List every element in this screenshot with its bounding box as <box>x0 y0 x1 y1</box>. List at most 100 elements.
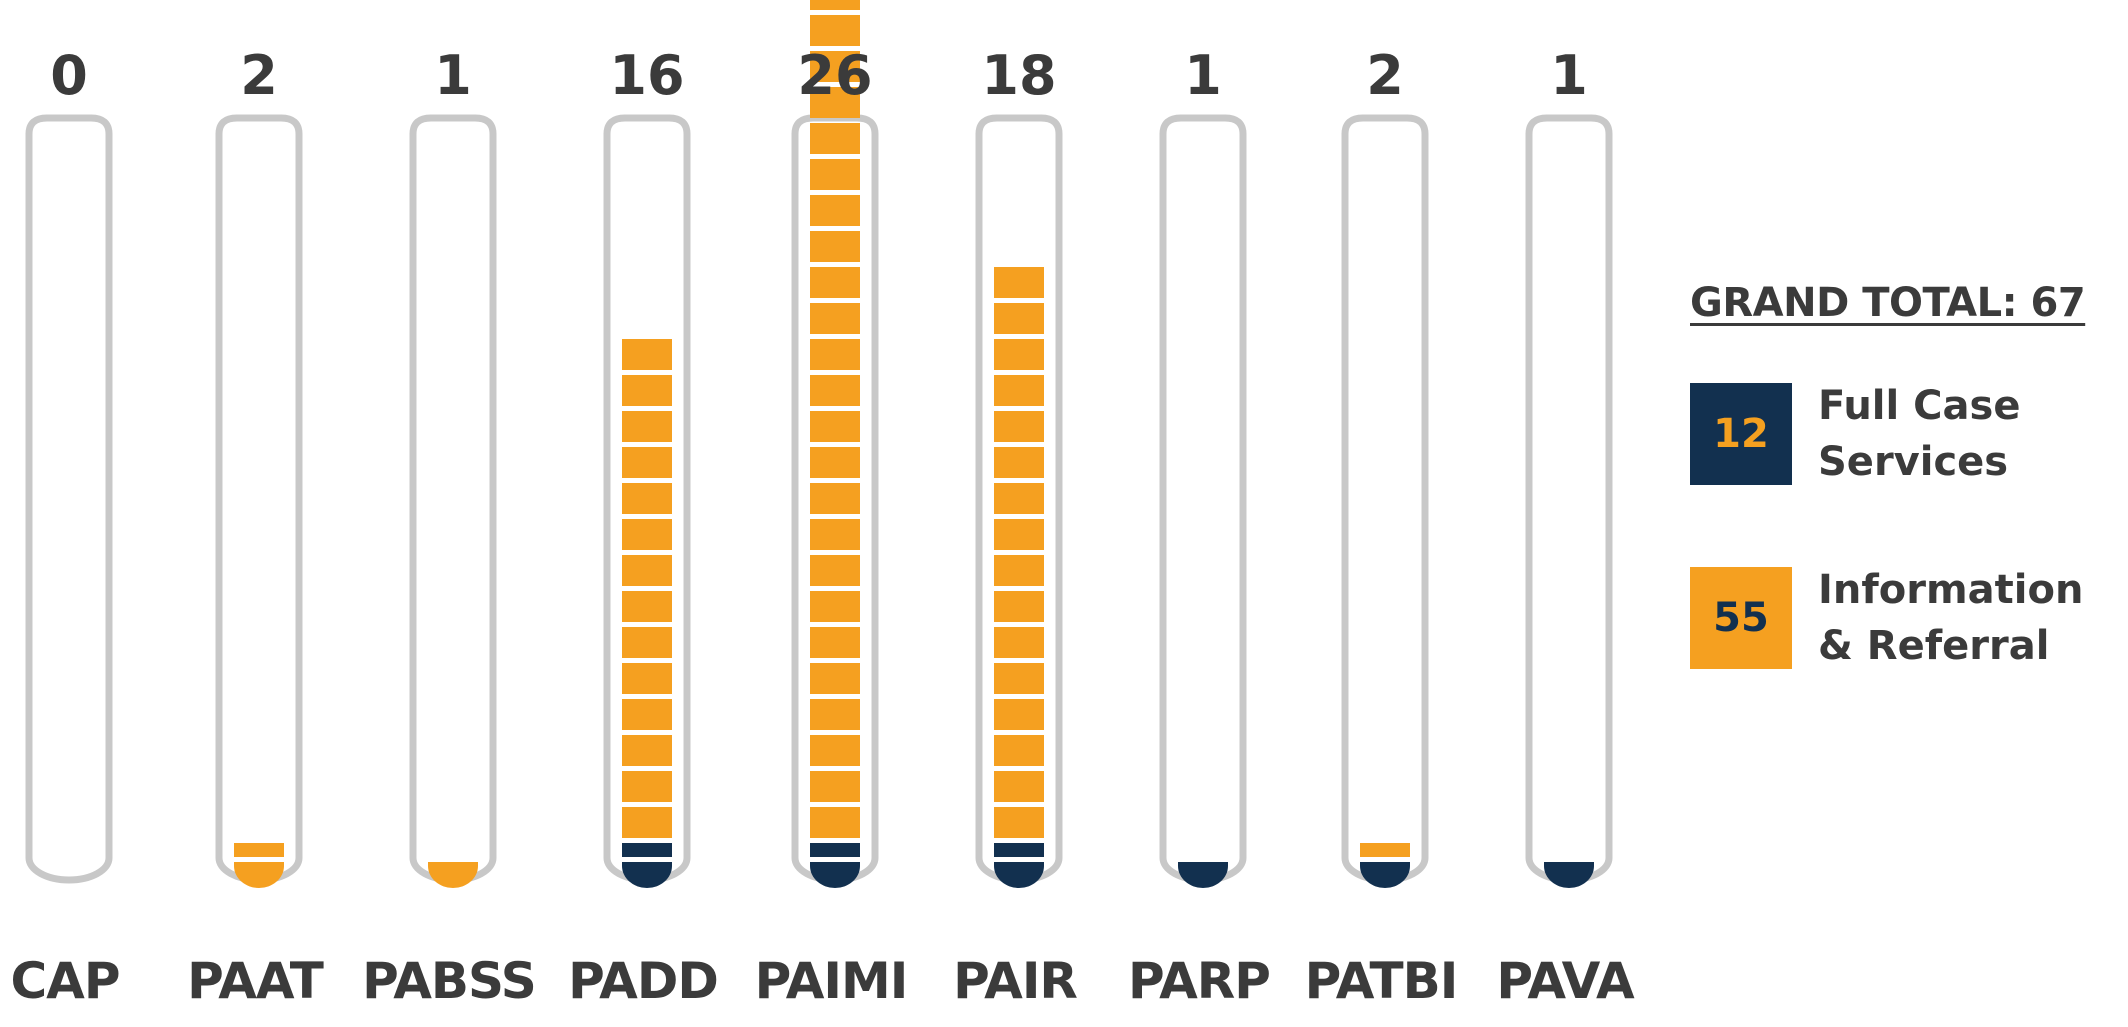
tube-outline-patbi <box>1341 114 1429 884</box>
legend-item-information-referral: 55 Information & Referral <box>1690 562 2120 674</box>
info-referral-segment-padd-6 <box>622 699 672 730</box>
info-referral-segment-padd-3 <box>622 807 672 838</box>
tube-outline-pabss <box>409 114 497 884</box>
count-label-patbi: 2 <box>1366 44 1404 107</box>
info-referral-segment-paimi-22 <box>810 123 860 154</box>
info-referral-label-line2: & Referral <box>1818 623 2050 669</box>
info-referral-segment-pabss-1 <box>428 862 478 888</box>
info-referral-segment-pair-13 <box>994 447 1044 478</box>
info-referral-segment-paimi-15 <box>810 375 860 406</box>
tube-group-pava: 1 PAVA <box>1496 44 1636 1010</box>
category-label-pabss: PABSS <box>362 952 536 1010</box>
full-case-segment-patbi-1 <box>1360 862 1410 888</box>
info-referral-segment-paimi-21 <box>810 159 860 190</box>
count-label-paat: 2 <box>240 44 278 107</box>
count-label-pava: 1 <box>1550 44 1588 107</box>
category-label-paimi: PAIMI <box>755 952 908 1010</box>
tube-group-patbi: 2 PATBI <box>1305 44 1459 1010</box>
tube-outline-cap <box>25 114 113 884</box>
tube-outline-parp <box>1159 114 1247 884</box>
info-referral-label-line1: Information <box>1818 567 2084 613</box>
info-referral-segment-paat-2 <box>234 843 284 857</box>
info-referral-segment-paimi-5 <box>810 735 860 766</box>
full-case-segment-padd-2 <box>622 843 672 857</box>
info-referral-segment-paimi-3 <box>810 807 860 838</box>
tube-group-paimi: 26 PAIMI <box>755 0 908 1010</box>
info-referral-segment-paimi-4 <box>810 771 860 802</box>
info-referral-segment-pair-16 <box>994 339 1044 370</box>
tube-outline-paat <box>215 114 303 884</box>
full-case-segment-pava-1 <box>1544 862 1594 888</box>
info-referral-segment-padd-15 <box>622 375 672 406</box>
info-referral-segment-pair-7 <box>994 663 1044 694</box>
info-referral-segment-paimi-7 <box>810 663 860 694</box>
category-label-pava: PAVA <box>1496 952 1635 1010</box>
count-label-cap: 0 <box>50 44 88 107</box>
info-referral-segment-paimi-12 <box>810 483 860 514</box>
full-case-label-line1: Full Case <box>1818 383 2021 429</box>
category-label-paat: PAAT <box>187 952 324 1010</box>
info-referral-segment-padd-8 <box>622 627 672 658</box>
full-case-segment-parp-1 <box>1178 862 1228 888</box>
full-case-label: Full Case Services <box>1818 378 2020 490</box>
info-referral-segment-paimi-6 <box>810 699 860 730</box>
info-referral-segment-paimi-11 <box>810 519 860 550</box>
category-label-patbi: PATBI <box>1305 952 1458 1010</box>
tubes-layer: 0 CAP 2 PAAT 1 PABSS 16 PADD 26 PAIMI 18 PAIR 1 PARP 2… <box>10 0 1636 1010</box>
count-label-pair: 18 <box>981 44 1056 107</box>
info-referral-segment-pair-14 <box>994 411 1044 442</box>
info-referral-segment-paimi-8 <box>810 627 860 658</box>
info-referral-segment-paimi-23 <box>810 87 860 118</box>
full-case-segment-paimi-1 <box>810 862 860 888</box>
count-label-pabss: 1 <box>434 44 472 107</box>
tube-group-pabss: 1 PABSS <box>362 44 537 1010</box>
info-referral-segment-paimi-10 <box>810 555 860 586</box>
info-referral-swatch: 55 <box>1690 567 1792 669</box>
info-referral-segment-pair-11 <box>994 519 1044 550</box>
info-referral-segment-pair-5 <box>994 735 1044 766</box>
tube-group-parp: 1 PARP <box>1128 44 1271 1010</box>
info-referral-segment-paimi-25 <box>810 15 860 46</box>
info-referral-segment-padd-14 <box>622 411 672 442</box>
count-label-paimi: 26 <box>797 44 872 107</box>
tube-group-padd: 16 PADD <box>568 44 719 1010</box>
info-referral-segment-paimi-26 <box>810 0 860 10</box>
info-referral-segment-padd-4 <box>622 771 672 802</box>
info-referral-segment-pair-4 <box>994 771 1044 802</box>
tube-outline-pava <box>1525 114 1613 884</box>
info-referral-segment-pair-18 <box>994 267 1044 298</box>
grand-total: GRAND TOTAL: 67 <box>1690 280 2086 326</box>
tube-group-pair: 18 PAIR <box>953 44 1078 1010</box>
full-case-segment-padd-1 <box>622 862 672 888</box>
info-referral-segment-padd-5 <box>622 735 672 766</box>
info-referral-segment-pair-9 <box>994 591 1044 622</box>
info-referral-segment-padd-12 <box>622 483 672 514</box>
info-referral-segment-pair-6 <box>994 699 1044 730</box>
category-label-cap: CAP <box>10 952 119 1010</box>
info-referral-segment-paimi-24 <box>810 51 860 82</box>
full-case-swatch: 12 <box>1690 383 1792 485</box>
info-referral-segment-padd-7 <box>622 663 672 694</box>
tube-group-paat: 2 PAAT <box>187 44 325 1010</box>
info-referral-segment-paimi-18 <box>810 267 860 298</box>
info-referral-segment-paimi-19 <box>810 231 860 262</box>
info-referral-segment-paimi-9 <box>810 591 860 622</box>
info-referral-label: Information & Referral <box>1818 562 2083 674</box>
info-referral-segment-pair-12 <box>994 483 1044 514</box>
info-referral-segment-patbi-2 <box>1360 843 1410 857</box>
category-label-pair: PAIR <box>953 952 1077 1010</box>
info-referral-segment-pair-15 <box>994 375 1044 406</box>
category-label-padd: PADD <box>568 952 718 1010</box>
info-referral-segment-paimi-16 <box>810 339 860 370</box>
info-referral-count: 55 <box>1713 595 1769 641</box>
info-referral-segment-padd-16 <box>622 339 672 370</box>
info-referral-segment-paimi-17 <box>810 303 860 334</box>
legend-item-full-case-services: 12 Full Case Services <box>1690 378 2120 490</box>
info-referral-segment-paimi-13 <box>810 447 860 478</box>
info-referral-segment-paat-1 <box>234 862 284 888</box>
full-case-segment-paimi-2 <box>810 843 860 857</box>
info-referral-segment-pair-8 <box>994 627 1044 658</box>
full-case-count: 12 <box>1713 411 1769 457</box>
info-referral-segment-pair-10 <box>994 555 1044 586</box>
